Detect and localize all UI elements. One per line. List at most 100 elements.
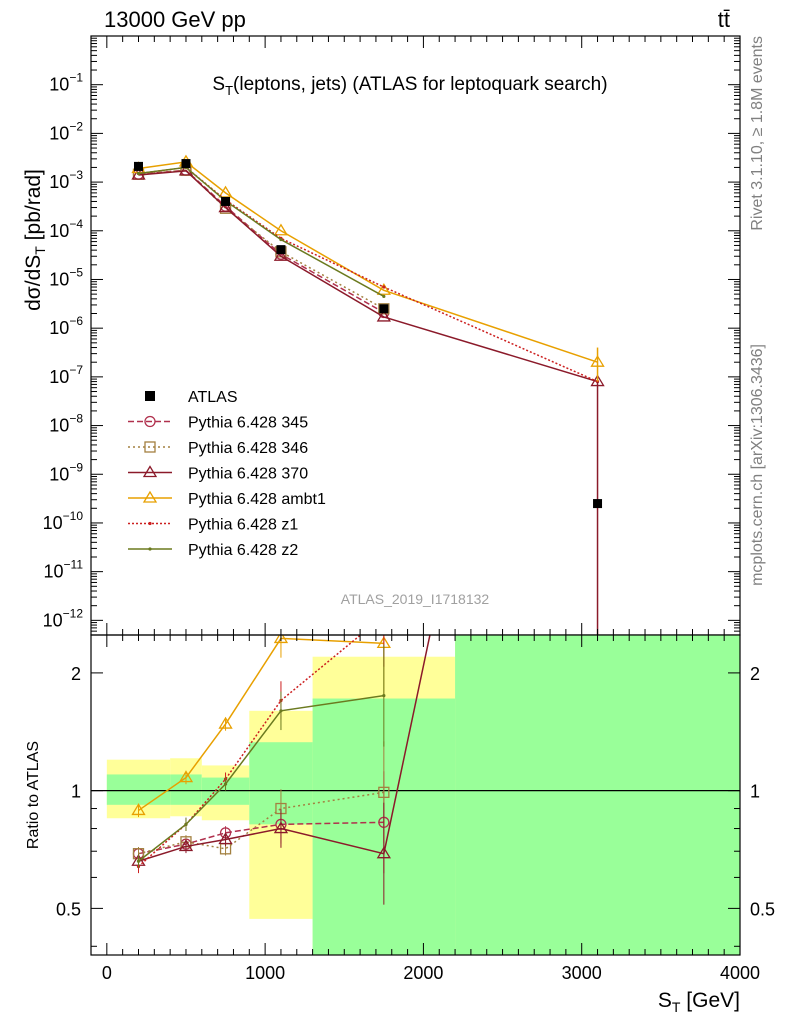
main-ytick-label-exponent: −2 (69, 119, 83, 133)
ratio-panel: 0.5 0.5 1 1 2 2 0 1000 2000 3000 4000 (56, 614, 775, 983)
ratio-ytick-label-right-0: 0.5 (750, 899, 775, 919)
ratio-series-5-point-0 (136, 859, 141, 863)
main-ytick-label-6: 10−7 (49, 363, 83, 387)
main-ytick-label-mantissa: 10 (44, 562, 64, 582)
ratio-series-3-point-0 (131, 803, 146, 816)
main-ytick-label-mantissa: 10 (49, 75, 69, 95)
atlas-data-point-5 (593, 499, 603, 509)
main-ytick-label-7: 10−8 (49, 412, 83, 436)
main-series-line-3 (138, 161, 598, 363)
legend-label-2: Pythia 6.428 370 (188, 466, 308, 483)
main-ytick-label-mantissa: 10 (49, 318, 69, 338)
main-series-1-point-4 (378, 303, 390, 315)
ratio-series-3-point-3 (273, 635, 289, 644)
atlas-data-point-4 (379, 304, 389, 314)
ratio-series-2-point-4 (376, 846, 391, 859)
legend-marker-4 (148, 521, 152, 526)
main-ytick-label-mantissa: 10 (49, 464, 69, 484)
main-ytick-label-exponent: −3 (69, 168, 83, 182)
x-tick-label-3: 3000 (562, 963, 602, 983)
main-series-5-point-3 (279, 237, 283, 242)
main-ytick-label-8: 10−9 (49, 460, 83, 484)
main-ytick-label-mantissa: 10 (49, 416, 69, 436)
ratio-series-line-0 (138, 821, 384, 855)
main-ytick-label-exponent: −9 (69, 460, 83, 474)
ratio-series-5-point-2 (223, 782, 228, 786)
ratio-series-line-2 (138, 635, 431, 862)
main-ytick-label-exponent: −6 (69, 314, 83, 328)
legend-marker-5 (148, 547, 152, 551)
ratio-ylabel: Ratio to ATLAS (25, 741, 42, 849)
main-ytick-label-exponent: −11 (64, 558, 84, 572)
main-ytick-label-exponent: −4 (69, 217, 83, 231)
main-plot-area (131, 154, 605, 635)
main-ytick-label-exponent: −7 (69, 363, 83, 377)
main-series-line-0 (138, 169, 385, 314)
main-ytick-label-1: 10−2 (49, 119, 83, 143)
ratio-series-2-point-2 (218, 832, 233, 845)
main-ytick-label-mantissa: 10 (49, 367, 69, 387)
legend-marker-atlas (145, 391, 155, 401)
ratio-band-inner-5 (455, 635, 740, 955)
ratio-series-3-point-1 (178, 770, 194, 783)
main-series-3-point-4 (376, 283, 391, 295)
main-ytick-label-exponent: −5 (69, 265, 83, 279)
x-tick-label-4: 4000 (720, 963, 760, 983)
mcplots-label: mcplots.cern.ch [arXiv:1306.3436] (749, 344, 766, 586)
legend: ATLAS Pythia 6.428 345 Pythia 6.428 346 Pyt… (128, 389, 326, 559)
atlas-data-point-0 (133, 161, 143, 171)
ratio-series-1-point-4 (378, 786, 390, 799)
header-right: tt̄ (718, 7, 730, 32)
ratio-series-2-point-3 (273, 821, 289, 834)
ratio-band-inner-0 (106, 774, 171, 805)
main-series-2-point-4 (376, 309, 391, 322)
ratio-ytick-label-left-0: 0.5 (56, 899, 81, 919)
legend-label-4: Pythia 6.428 z1 (188, 517, 298, 534)
x-axis-label: ST [GeV] (658, 989, 740, 1015)
ratio-series-2-point-1 (178, 839, 194, 852)
main-series-2-point-3 (273, 248, 289, 261)
main-ytick-label-0: 10−1 (49, 71, 83, 95)
legend-marker-3 (142, 490, 158, 503)
x-tick-label-2: 2000 (403, 963, 443, 983)
main-series-4-point-4 (382, 285, 386, 289)
x-tick-label-1: 1000 (245, 963, 285, 983)
main-ytick-label-exponent: −12 (63, 606, 84, 620)
main-ytick-label-exponent: −1 (69, 71, 83, 85)
main-ytick-label-mantissa: 10 (49, 269, 69, 289)
main-series-5-point-4 (382, 294, 386, 298)
main-ytick-label-9: 10−10 (43, 509, 84, 533)
ratio-series-5-point-4 (382, 693, 386, 698)
main-ytick-label-4: 10−5 (49, 265, 83, 289)
ratio-ytick-label-right-2: 2 (750, 664, 760, 684)
legend-marker-2 (142, 465, 158, 478)
atlas-data-point-1 (181, 159, 191, 169)
main-ylabel: dσ/dST [pb/rad] (22, 169, 48, 311)
ratio-series-3-point-2 (218, 716, 233, 729)
main-ytick-label-mantissa: 10 (49, 172, 69, 192)
atlas-data-point-3 (276, 245, 286, 255)
ratio-frame (90, 634, 741, 956)
header-left: 13000 GeV pp (104, 7, 246, 32)
main-ytick-label-mantissa: 10 (43, 513, 63, 533)
ratio-plot-area (91, 614, 740, 955)
main-ytick-label-mantissa: 10 (43, 610, 63, 630)
main-ytick-label-mantissa: 10 (49, 123, 69, 143)
ratio-series-4-point-4 (382, 614, 385, 617)
ratio-series-5-point-1 (184, 822, 188, 826)
main-series-2-point-0 (131, 167, 146, 180)
legend-marker-1 (144, 441, 156, 453)
legend-label-0: Pythia 6.428 345 (188, 415, 308, 432)
ratio-ytick-label-left-2: 2 (71, 664, 81, 684)
legend-label-3: Pythia 6.428 ambt1 (188, 491, 326, 508)
legend-label-5: Pythia 6.428 z2 (188, 542, 298, 559)
legend-marker-0 (144, 415, 156, 428)
main-ytick-label-10: 10−11 (44, 558, 84, 582)
analysis-watermark: ATLAS_2019_I1718132 (341, 591, 490, 607)
main-series-5-point-0 (136, 171, 141, 176)
main-ytick-label-exponent: −8 (69, 412, 83, 426)
main-ytick-label-5: 10−6 (49, 314, 83, 338)
main-series-2-point-2 (218, 200, 233, 213)
main-series-line-5 (138, 166, 385, 298)
